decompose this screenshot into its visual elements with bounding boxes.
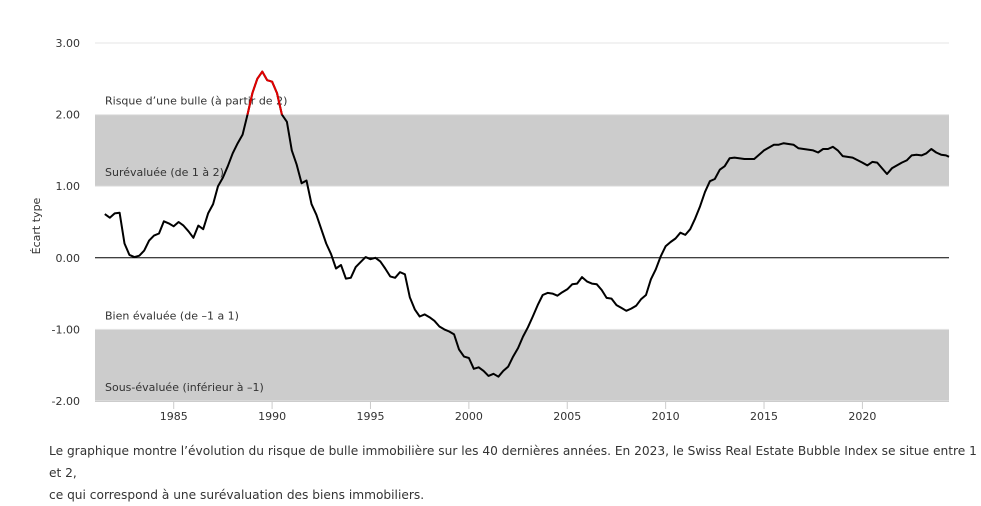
x-tick-label: 1985 <box>160 410 188 423</box>
x-tick-label: 1990 <box>258 410 286 423</box>
y-tick-label: 0.00 <box>56 252 81 265</box>
y-tick-label: 1.00 <box>56 180 81 193</box>
band-label: Sous-évaluée (inférieur à –1) <box>105 381 264 394</box>
chart-caption: Le graphique montre l’évolution du risqu… <box>49 440 979 506</box>
y-tick-label: -1.00 <box>52 323 80 336</box>
caption-line-1: Le graphique montre l’évolution du risqu… <box>49 444 977 480</box>
band-label: Surévaluée (de 1 à 2) <box>105 166 224 179</box>
x-tick-label: 1995 <box>356 410 384 423</box>
y-tick-label: 3.00 <box>56 37 81 50</box>
y-tick-label: 2.00 <box>56 109 81 122</box>
index-line <box>104 70 950 378</box>
bubble-index-chart: 3.00 2.00 1.00 0.00 -1.00 -2.00 1985 1990 1995 2… <box>30 37 950 423</box>
band-label: Bien évaluée (de –1 a 1) <box>105 309 239 322</box>
x-tick-label: 2015 <box>750 410 778 423</box>
band-label: Risque d’une bulle (à partir de 2) <box>105 95 287 108</box>
y-axis-label: Écart type <box>30 197 43 254</box>
x-tick-label: 2000 <box>455 410 483 423</box>
y-tick-label: -2.00 <box>52 395 80 408</box>
x-tick-label: 2005 <box>553 410 581 423</box>
x-tick-label: 2020 <box>848 410 876 423</box>
caption-line-2: ce qui correspond à une surévaluation de… <box>49 488 425 502</box>
x-tick-label: 2010 <box>652 410 680 423</box>
